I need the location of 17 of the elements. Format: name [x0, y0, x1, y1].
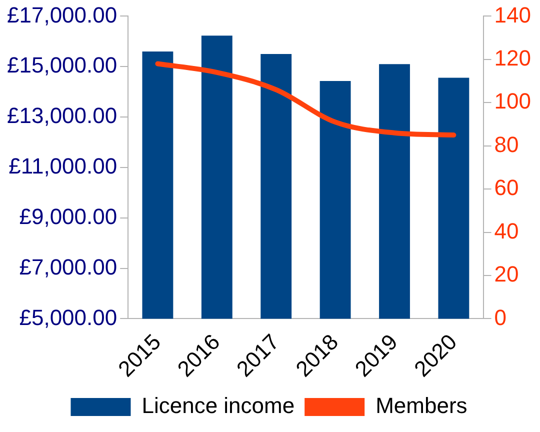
- y-tick-label: £17,000.00: [7, 2, 118, 28]
- legend-label: Members: [376, 393, 468, 418]
- y2-tick-label: 0: [494, 304, 507, 330]
- y-tick-label: £11,000.00: [8, 154, 118, 179]
- y2-tick-label: 60: [494, 175, 519, 200]
- y-tick-label: £13,000.00: [7, 103, 118, 128]
- y2-tick-label: 120: [494, 45, 532, 70]
- y2-tick-label: 80: [494, 132, 519, 157]
- y-tick-label: £9,000.00: [19, 204, 118, 229]
- y-tick-label: £7,000.00: [19, 254, 118, 280]
- legend-label: Licence income: [142, 393, 295, 418]
- y-tick-label: £5,000.00: [19, 304, 118, 330]
- y2-tick-label: 20: [494, 262, 519, 287]
- y2-tick-label: 40: [494, 218, 519, 244]
- y-tick-label: £15,000.00: [7, 52, 118, 78]
- y2-tick-label: 140: [494, 2, 532, 28]
- y2-tick-label: 100: [494, 88, 532, 114]
